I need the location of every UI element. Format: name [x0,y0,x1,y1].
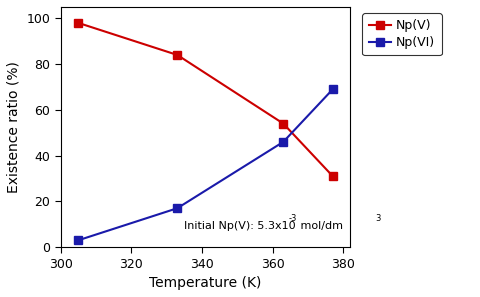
Np(VI) [174,206,180,210]
Np(V) [174,53,180,57]
Legend: Np(V), Np(VI): Np(V), Np(VI) [362,13,442,56]
Np(V) [75,21,81,25]
Np(V) [280,122,286,125]
Np(VI) [280,140,286,144]
Text: 3: 3 [375,214,381,223]
Text: mol/dm: mol/dm [298,221,343,231]
Np(VI) [75,238,81,242]
Np(VI) [330,88,336,91]
X-axis label: Temperature (K): Temperature (K) [149,276,262,290]
Text: -3: -3 [288,214,297,223]
Line: Np(V): Np(V) [74,19,337,180]
Np(V) [330,174,336,178]
Text: Initial Np(V): 5.3x10: Initial Np(V): 5.3x10 [184,221,296,231]
Y-axis label: Existence ratio (%): Existence ratio (%) [7,61,21,193]
Line: Np(VI): Np(VI) [74,85,337,244]
